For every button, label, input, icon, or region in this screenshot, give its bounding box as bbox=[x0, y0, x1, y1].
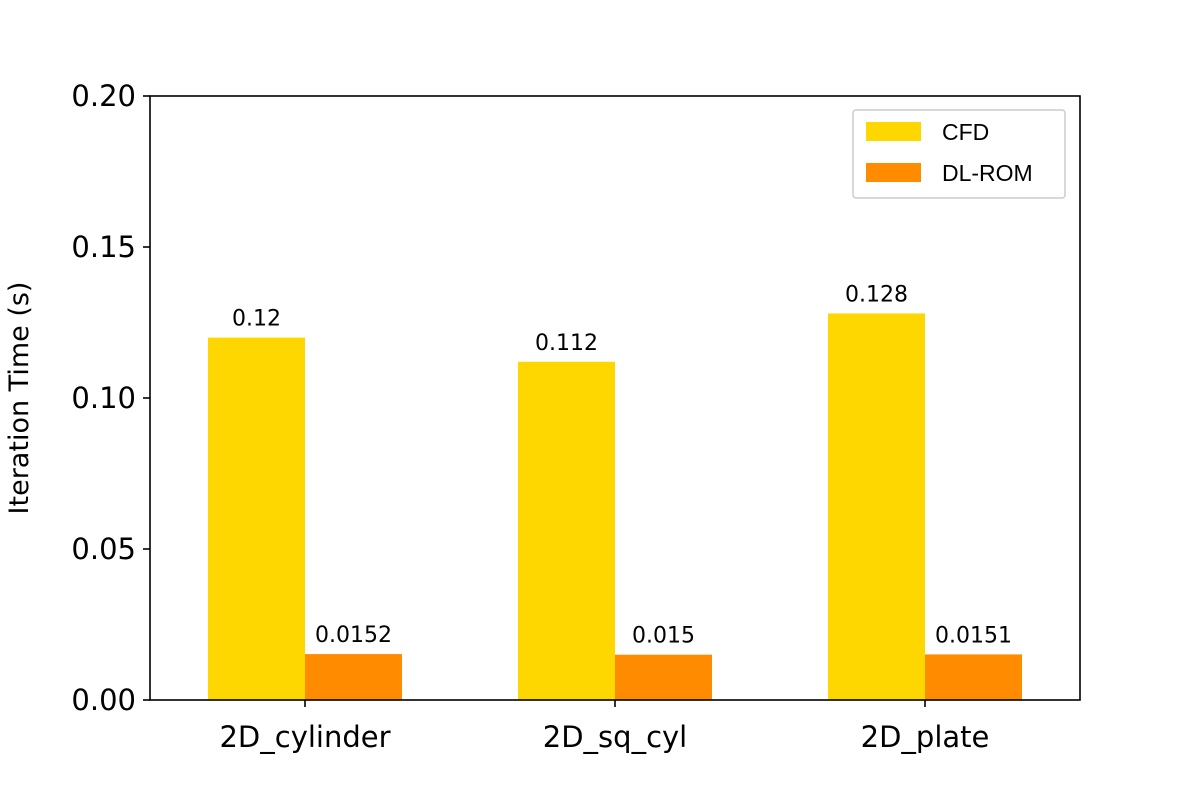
bar-dl-rom-2d-plate bbox=[925, 654, 1022, 700]
x-tick-label: 2D_plate bbox=[861, 720, 990, 754]
legend: CFD DL-ROM bbox=[852, 109, 1066, 199]
data-labels-group: 0.12 0.0152 0.112 0.015 0.128 0.0151 bbox=[232, 282, 1012, 648]
bar-dl-rom-2d-cylinder bbox=[305, 654, 402, 700]
bar-cfd-2d-cylinder bbox=[208, 337, 305, 700]
data-label: 0.128 bbox=[845, 282, 908, 307]
y-tick-label: 0.00 bbox=[71, 683, 136, 717]
data-label: 0.0152 bbox=[315, 623, 392, 648]
data-label: 0.112 bbox=[535, 331, 598, 356]
legend-label: DL-ROM bbox=[942, 160, 1033, 186]
y-tick-label: 0.10 bbox=[71, 381, 136, 415]
y-tick-label: 0.20 bbox=[71, 79, 136, 113]
legend-swatch-cfd bbox=[866, 122, 921, 141]
data-label: 0.015 bbox=[632, 624, 695, 649]
x-tick-label: 2D_cylinder bbox=[219, 720, 390, 754]
y-tick-label: 0.05 bbox=[71, 532, 136, 566]
x-tick-label: 2D_sq_cyl bbox=[543, 720, 687, 754]
x-axis: 2D_cylinder 2D_sq_cyl 2D_plate bbox=[219, 700, 989, 754]
bar-dl-rom-2d-sq-cyl bbox=[615, 654, 712, 700]
legend-swatch-dl-rom bbox=[866, 163, 921, 182]
y-tick-label: 0.15 bbox=[71, 230, 136, 264]
data-label: 0.0151 bbox=[935, 623, 1012, 648]
bar-cfd-2d-sq-cyl bbox=[518, 361, 615, 700]
y-axis: 0.00 0.05 0.10 0.15 0.20 bbox=[71, 79, 150, 717]
bars-group bbox=[208, 313, 1022, 700]
legend-label: CFD bbox=[942, 119, 989, 145]
y-axis-title: Iteration Time (s) bbox=[4, 282, 35, 515]
bar-cfd-2d-plate bbox=[828, 313, 925, 700]
data-label: 0.12 bbox=[232, 307, 281, 332]
